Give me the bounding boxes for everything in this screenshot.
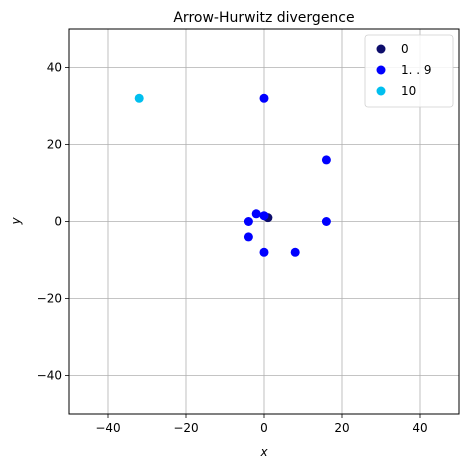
points [134, 93, 331, 257]
chart-title: Arrow-Hurwitz divergence [173, 10, 354, 26]
y-tick-label: −40 [37, 369, 62, 383]
legend-label: 1. . 9 [401, 63, 432, 77]
data-point [259, 93, 269, 103]
y-tick-label: 40 [47, 61, 62, 75]
legend-marker [376, 65, 386, 75]
data-point [134, 93, 144, 103]
legend: 0 1. . 9 10 [364, 34, 454, 108]
legend-marker [376, 44, 386, 54]
legend-box [364, 34, 454, 108]
x-tick-label: 0 [260, 421, 268, 435]
data-point [321, 217, 331, 226]
y-axis-label: y [9, 217, 23, 226]
data-point [259, 211, 269, 221]
y-tick-label: 0 [54, 215, 62, 229]
x-axis-label: x [259, 445, 268, 459]
legend-label: 10 [401, 84, 416, 98]
x-tick-label: 20 [334, 421, 349, 435]
data-point [251, 209, 261, 219]
x-tick-label: 40 [412, 421, 427, 435]
y-tick-label: −20 [37, 292, 62, 306]
data-point [243, 232, 253, 242]
data-point [321, 155, 331, 165]
y-tick-label: 20 [47, 138, 62, 152]
data-point [259, 247, 269, 257]
data-point [290, 247, 300, 257]
x-tick-label: −40 [95, 421, 120, 435]
x-tick-label: −20 [173, 421, 198, 435]
ticks: −40 −20 0 20 40 −40 −20 0 20 40 [37, 61, 428, 436]
legend-marker [376, 86, 386, 96]
data-point [243, 217, 253, 226]
legend-label: 0 [401, 42, 409, 56]
